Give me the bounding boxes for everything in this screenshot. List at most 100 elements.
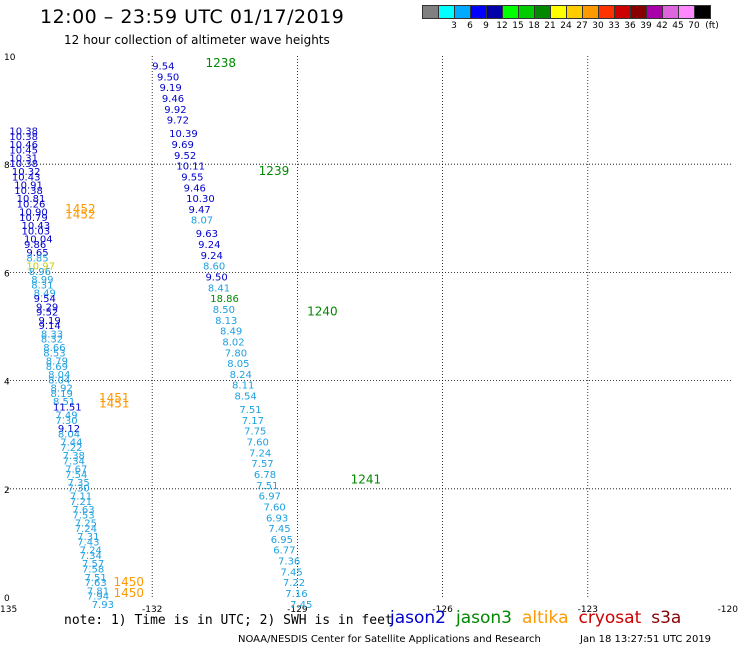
pass-time-label: 1452 — [65, 202, 96, 216]
color-legend: 3 6 9 12 15 18 21 24 27 30 33 36 39 42 45 70 (ft) — [422, 5, 719, 31]
wave-height-label: 8.50 — [213, 305, 235, 316]
wave-height-label: 7.45 — [280, 567, 302, 578]
wave-height-label: 7.58 — [82, 565, 104, 576]
legend-tick-label: 3 — [451, 21, 457, 31]
wave-height-label: 8.31 — [31, 281, 53, 292]
pass-time-label: 1241 — [351, 472, 382, 486]
legend-tick-label: 9 — [483, 21, 489, 31]
pass-time-label: 1452 — [65, 207, 96, 221]
wave-height-label: 7.93 — [92, 600, 114, 611]
footer-note: note: 1) Time is in UTC; 2) SWH is in fe… — [64, 613, 393, 628]
wave-height-label: 8.54 — [234, 392, 256, 403]
wave-height-label: 10.39 — [169, 129, 198, 140]
y-tick-label: 2 — [4, 486, 10, 496]
wave-height-label: 9.92 — [164, 105, 186, 116]
wave-height-label: 9.65 — [26, 248, 48, 259]
wave-height-label: 9.52 — [36, 308, 58, 319]
wave-height-label: 7.63 — [72, 505, 94, 516]
y-tick-label: 4 — [4, 378, 10, 388]
wave-height-label: 7.16 — [285, 589, 307, 600]
wave-height-label: 7.11 — [70, 492, 92, 503]
wave-height-label: 8.66 — [43, 343, 65, 354]
wave-height-label: 7.57 — [251, 459, 273, 470]
wave-height-label: 7.24 — [80, 546, 102, 557]
wave-height-label: 8.53 — [43, 348, 65, 359]
wave-height-label: 9.14 — [38, 321, 60, 332]
wave-height-label: 7.80 — [225, 348, 247, 359]
wave-height-label: 7.34 — [63, 456, 85, 467]
wave-height-label: 7.38 — [63, 451, 85, 462]
wave-height-label: 9.47 — [189, 205, 211, 216]
y-tick-label: 0 — [4, 594, 10, 604]
map-grid — [7, 56, 733, 597]
legend-tick-label: 15 — [512, 21, 524, 31]
wave-height-label: 7.25 — [75, 519, 97, 530]
pass-time-label: 1240 — [307, 305, 338, 319]
x-tick-label: -120 — [718, 605, 739, 615]
x-tick-label: -123 — [578, 605, 598, 615]
wave-height-label: 6.95 — [271, 535, 293, 546]
wave-height-label: 7.57 — [82, 559, 104, 570]
wave-height-label: 7.17 — [242, 416, 264, 427]
wave-height-label: 7.94 — [87, 592, 109, 603]
legend-swatch — [694, 5, 711, 19]
pass-time-label: 1238 — [205, 56, 236, 70]
wave-height-label: 7.24 — [75, 524, 97, 535]
satellite-s3a: s3a — [651, 608, 682, 628]
wave-height-label: 10.11 — [176, 162, 205, 173]
wave-height-label: 8.04 — [48, 375, 70, 386]
wave-height-label: 9.29 — [36, 302, 58, 313]
wave-height-label: 8.41 — [208, 283, 230, 294]
y-tick-label: 8 — [4, 161, 10, 171]
wave-height-label: 8.49 — [34, 289, 56, 300]
wave-height-label: 8.11 — [232, 381, 254, 392]
pass-time-label: 1450 — [113, 586, 144, 600]
wave-height-label: 10.32 — [12, 167, 41, 178]
wave-height-label: 7.45 — [290, 600, 312, 611]
wave-height-label: 7.51 — [84, 573, 106, 584]
x-tick-label: -135 — [0, 605, 17, 615]
wave-height-label: 8.13 — [215, 316, 237, 327]
wave-height-label: 9.19 — [159, 83, 181, 94]
legend-tick-label: 45 — [672, 21, 684, 31]
pass-time-label: 1451 — [99, 397, 130, 411]
page-title: 12:00 – 23:59 UTC 01/17/2019 — [40, 6, 345, 28]
wave-height-label: 9.19 — [38, 316, 60, 327]
x-tick-label: -126 — [432, 605, 453, 615]
wave-height-label: 7.81 — [87, 586, 109, 597]
legend-tick-label: 39 — [640, 21, 652, 31]
wave-height-label: 8.04 — [48, 370, 70, 381]
wave-height-label: 9.24 — [201, 251, 223, 262]
wave-height-label: 7.45 — [268, 524, 290, 535]
wave-height-label: 7.36 — [278, 557, 300, 568]
wave-height-label: 10.97 — [26, 262, 55, 273]
wave-height-label: 10.79 — [19, 213, 48, 224]
wave-height-label: 10.91 — [14, 181, 43, 192]
wave-height-label: 8.96 — [29, 267, 51, 278]
wave-height-label: 8.69 — [46, 362, 68, 373]
wave-height-label: 7.30 — [55, 416, 77, 427]
legend-labels: 3 6 9 12 15 18 21 24 27 30 33 36 39 42 45 70 (ft) — [422, 19, 719, 31]
wave-height-label: 9.63 — [196, 229, 218, 240]
wave-height-label: 9.55 — [181, 172, 203, 183]
satellite-altika: altika — [522, 608, 569, 628]
legend-unit: (ft) — [705, 21, 719, 31]
satellite-cryosat: cryosat — [578, 608, 642, 628]
wave-height-label: 10.43 — [12, 172, 41, 183]
satellite-jason3: jason3 — [456, 608, 512, 628]
credit-text: NOAA/NESDIS Center for Satellite Applica… — [238, 634, 541, 645]
wave-height-label: 7.67 — [65, 465, 87, 476]
wave-height-label: 7.60 — [247, 438, 269, 449]
wave-height-label: 8.85 — [26, 254, 48, 265]
wave-height-label: 10.04 — [24, 235, 53, 246]
altimeter-tracks: 9.549.509.199.469.929.7210.399.699.5210.… — [9, 62, 312, 611]
legend-tick-label: 27 — [576, 21, 588, 31]
legend-tick-label: 6 — [467, 21, 473, 31]
wave-height-label: 8.99 — [31, 275, 53, 286]
wave-height-label: 10.38 — [9, 132, 38, 143]
wave-height-label: 7.22 — [283, 578, 305, 589]
x-tick-label: -129 — [287, 605, 308, 615]
legend-swatches — [422, 5, 711, 19]
wave-height-label: 10.45 — [9, 145, 38, 156]
wave-height-label: 9.86 — [24, 240, 46, 251]
